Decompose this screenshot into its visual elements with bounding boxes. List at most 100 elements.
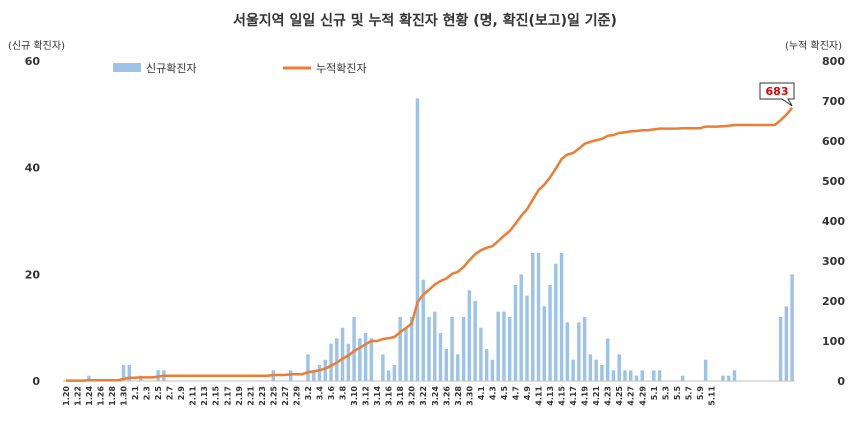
right-axis-ticks: 0 100 200 300 400 500 600 700 800 [822, 55, 845, 388]
x-tick-label: 4.13 [546, 386, 555, 406]
x-tick-label: 2.13 [200, 386, 209, 406]
bar [127, 365, 132, 381]
bar [784, 306, 789, 381]
bar [496, 311, 500, 381]
bar-series-new-cases [87, 98, 794, 381]
x-tick-label: 2.5 [154, 386, 163, 401]
x-tick-label: 3.30 [465, 386, 474, 406]
bar [634, 375, 639, 381]
x-tick-label: 3.18 [396, 386, 405, 406]
bar [433, 311, 437, 381]
x-tick-label: 3.14 [373, 386, 382, 406]
bar [611, 370, 616, 381]
bar [369, 338, 374, 381]
x-axis-ticks: 1.20 1.22 1.24 1.26 1.28 1.30 2.1 2.3 2.5 2.7 2.9 2… [62, 386, 717, 406]
bar [340, 327, 345, 381]
left-tick-label: 0 [32, 375, 40, 388]
bar [554, 263, 558, 381]
x-tick-label: 4.19 [581, 386, 590, 406]
x-tick-label: 4.1 [477, 386, 486, 401]
bar [588, 354, 593, 381]
bar [398, 317, 402, 381]
x-tick-label: 5.5 [673, 386, 682, 401]
x-tick-label: 4.25 [615, 386, 624, 406]
bar [790, 274, 794, 381]
left-axis-label: (신규 확진자) [8, 40, 65, 52]
x-tick-label: 3.28 [454, 386, 463, 406]
bar [732, 370, 737, 381]
bar [479, 327, 483, 381]
x-tick-label: 2.11 [189, 386, 198, 406]
bar [582, 317, 587, 381]
bar [421, 279, 425, 381]
x-tick-label: 3.20 [408, 386, 417, 406]
right-tick-label: 500 [822, 175, 845, 188]
chart-title: 서울지역 일일 신규 및 누적 확진자 현황 (명, 확진(보고)일 기준) [233, 12, 617, 29]
right-tick-label: 200 [822, 295, 845, 308]
callout-box [759, 82, 795, 107]
x-tick-label: 3.12 [362, 386, 371, 406]
left-tick-label: 40 [25, 162, 41, 175]
x-tick-label: 5.7 [684, 386, 693, 400]
bar [617, 354, 621, 381]
bar [404, 327, 408, 381]
x-tick-label: 3.6 [327, 386, 336, 401]
x-tick-label: 3.16 [385, 386, 394, 406]
x-tick-label: 2.1 [131, 386, 140, 401]
bar [473, 301, 477, 381]
legend: 신규확진자 누적확진자 [113, 62, 367, 75]
x-tick-label: 3.4 [316, 386, 325, 401]
x-tick-label: 4.11 [535, 386, 544, 406]
callout-label: 683 [766, 85, 789, 98]
bar [629, 370, 633, 381]
x-tick-label: 5.3 [661, 386, 670, 400]
x-tick-label: 2.27 [281, 386, 290, 406]
bar [577, 322, 581, 381]
bar [461, 317, 466, 381]
bar [721, 375, 725, 381]
right-tick-label: 400 [822, 215, 845, 228]
x-tick-label: 4.9 [523, 386, 532, 401]
bar [467, 290, 472, 381]
bar [548, 285, 552, 381]
bar [507, 317, 512, 381]
bar [444, 349, 449, 381]
bar [381, 354, 385, 381]
left-axis-ticks: 0 20 40 60 [25, 55, 41, 388]
x-tick-label: 3.8 [339, 386, 348, 401]
x-tick-label: 2.21 [246, 386, 255, 406]
bar [623, 370, 627, 381]
x-tick-label: 2.17 [223, 386, 232, 406]
x-tick-label: 3.22 [419, 386, 428, 406]
bar [502, 311, 506, 381]
bar [329, 343, 333, 381]
right-tick-label: 800 [822, 55, 845, 68]
bar [703, 359, 708, 381]
x-tick-label: 1.26 [97, 386, 106, 406]
x-tick-label: 5.11 [707, 386, 716, 406]
legend-bar-swatch [113, 63, 141, 72]
legend-line-label: 누적확진자 [316, 62, 367, 75]
x-tick-label: 1.28 [108, 386, 117, 406]
x-tick-label: 5.1 [650, 386, 659, 401]
x-tick-label: 3.2 [304, 386, 313, 400]
bar [121, 365, 126, 381]
bar [335, 338, 339, 381]
right-tick-label: 0 [837, 375, 845, 388]
right-tick-label: 600 [822, 135, 845, 148]
right-tick-label: 100 [822, 335, 845, 348]
bar [594, 359, 598, 381]
x-tick-label: 2.3 [143, 386, 152, 400]
bar [726, 375, 731, 381]
bar [536, 253, 541, 381]
bar [542, 306, 547, 381]
bar [87, 375, 91, 381]
left-tick-label: 20 [25, 268, 41, 281]
bar [386, 370, 391, 381]
bar [605, 338, 610, 381]
cumulative-line [65, 106, 794, 382]
x-tick-label: 1.30 [120, 386, 129, 406]
bar [680, 375, 685, 381]
x-tick-label: 4.7 [512, 386, 521, 400]
